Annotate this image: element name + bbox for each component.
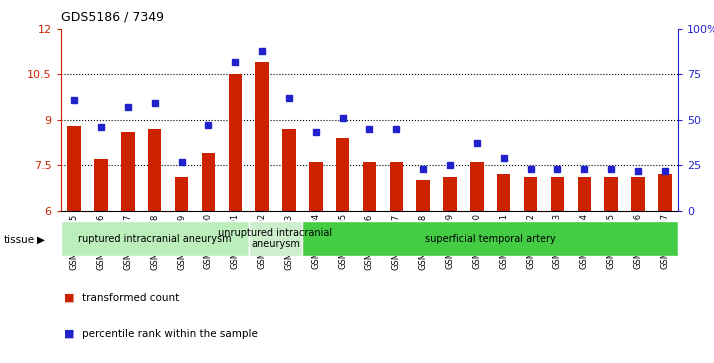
Bar [550,177,564,211]
Bar [443,177,457,211]
Text: unruptured intracranial
aneurysm: unruptured intracranial aneurysm [218,228,333,249]
Text: tissue: tissue [4,234,35,245]
Bar [67,126,81,211]
Bar [578,177,591,211]
Bar [302,221,678,256]
Bar [282,129,296,211]
Bar [658,174,672,211]
Bar [148,129,161,211]
Bar [201,153,215,211]
Bar [416,180,430,211]
Bar [256,62,268,211]
Text: ■: ■ [64,329,75,339]
Text: percentile rank within the sample: percentile rank within the sample [82,329,258,339]
Bar [228,74,242,211]
Bar [390,162,403,211]
Bar [631,177,645,211]
Bar [471,162,483,211]
Text: ruptured intracranial aneurysm: ruptured intracranial aneurysm [78,234,231,244]
Bar [605,177,618,211]
Bar [61,221,248,256]
Bar [336,138,349,211]
Text: ■: ■ [64,293,75,303]
Bar [121,132,134,211]
Bar [309,162,323,211]
Bar [497,174,511,211]
Bar [94,159,108,211]
Text: superficial temporal artery: superficial temporal artery [425,234,555,244]
Bar [248,221,302,256]
Bar [175,177,188,211]
Bar [363,162,376,211]
Text: transformed count: transformed count [82,293,179,303]
Bar [524,177,538,211]
Text: ▶: ▶ [37,234,45,245]
Text: GDS5186 / 7349: GDS5186 / 7349 [61,11,164,24]
